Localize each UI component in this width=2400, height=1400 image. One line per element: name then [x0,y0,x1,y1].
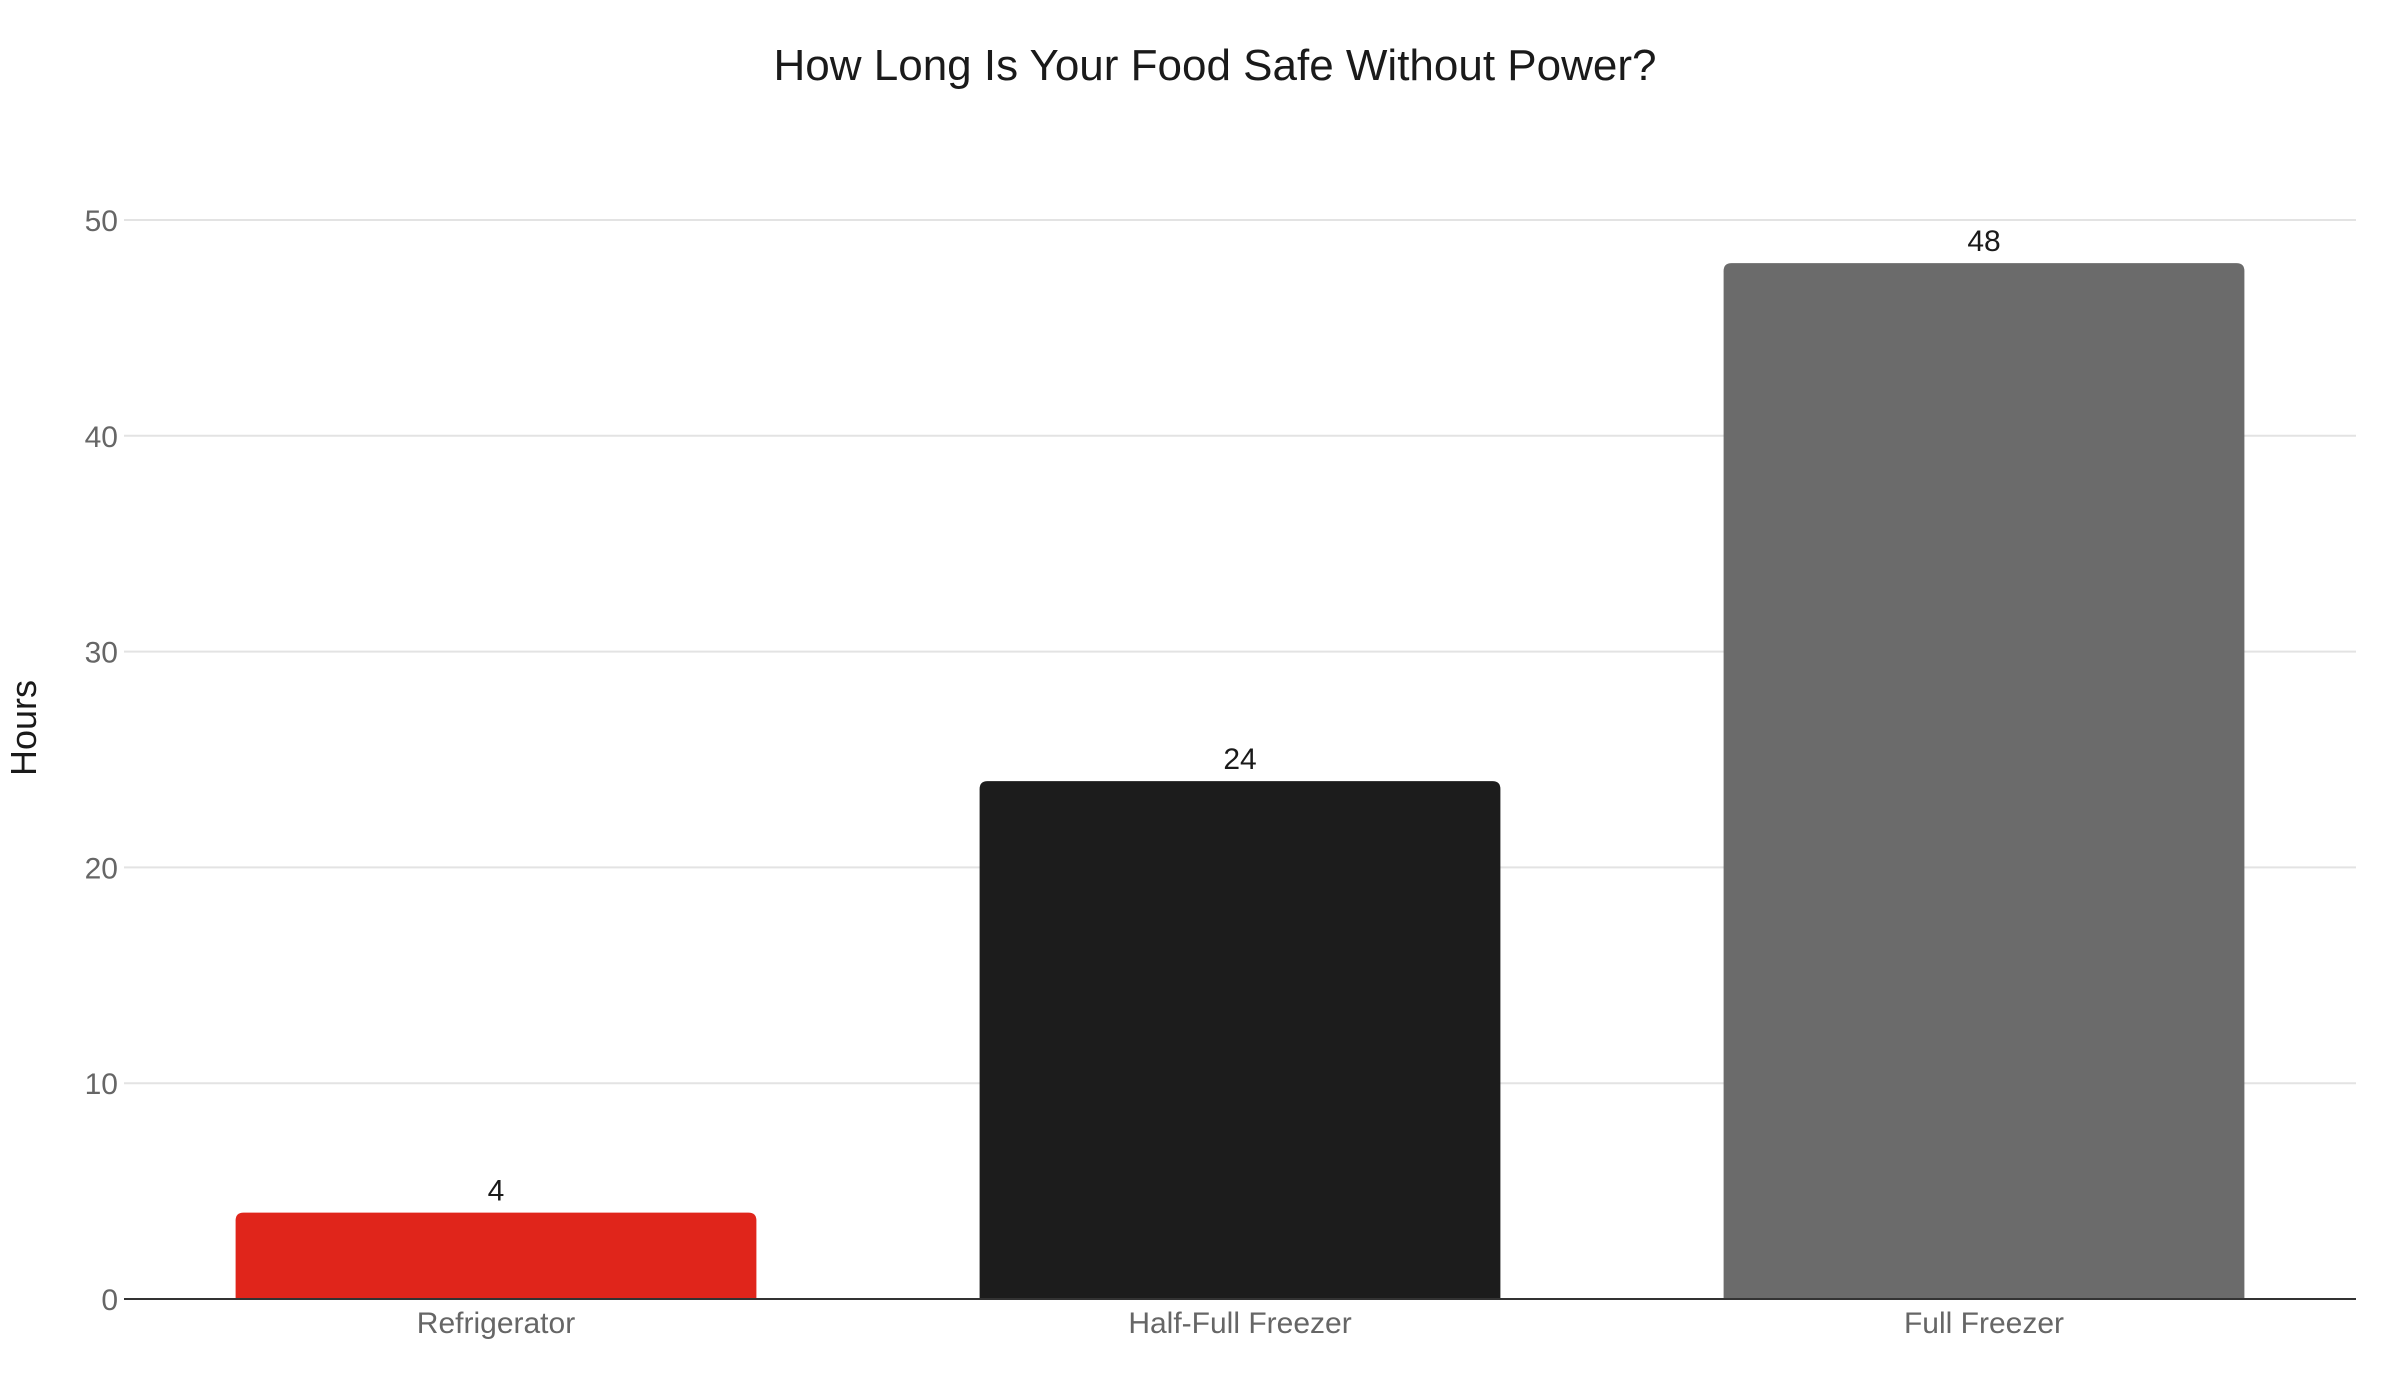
y-tick-label-10: 10 [85,1068,118,1101]
data-labels: 4 24 48 [488,225,2001,1208]
y-tick-label-0: 0 [101,1284,118,1317]
bars [235,263,2245,1299]
x-tick-label-refrigerator: Refrigerator [417,1307,575,1340]
chart-title: How Long Is Your Food Safe Without Power… [774,41,1657,90]
y-tick-label-50: 50 [85,205,118,238]
x-tick-label-full-freezer: Full Freezer [1904,1307,2064,1340]
x-tick-label-half-full-freezer: Half-Full Freezer [1128,1307,1351,1340]
y-tick-label-20: 20 [85,852,118,885]
y-axis-ticks: 0 10 20 30 40 50 [85,205,118,1317]
data-label-half-full-freezer: 24 [1223,743,1256,776]
y-tick-label-30: 30 [85,637,118,670]
x-axis-ticks: Refrigerator Half-Full Freezer Full Freeze… [417,1307,2064,1340]
y-tick-label-40: 40 [85,421,118,454]
data-label-full-freezer: 48 [1967,225,2000,258]
bar-refrigerator [235,1212,757,1299]
data-label-refrigerator: 4 [488,1175,505,1208]
bar-full-freezer [1723,263,2245,1299]
y-axis-title: Hours [3,680,44,776]
bar-half-full-freezer [979,781,1501,1299]
